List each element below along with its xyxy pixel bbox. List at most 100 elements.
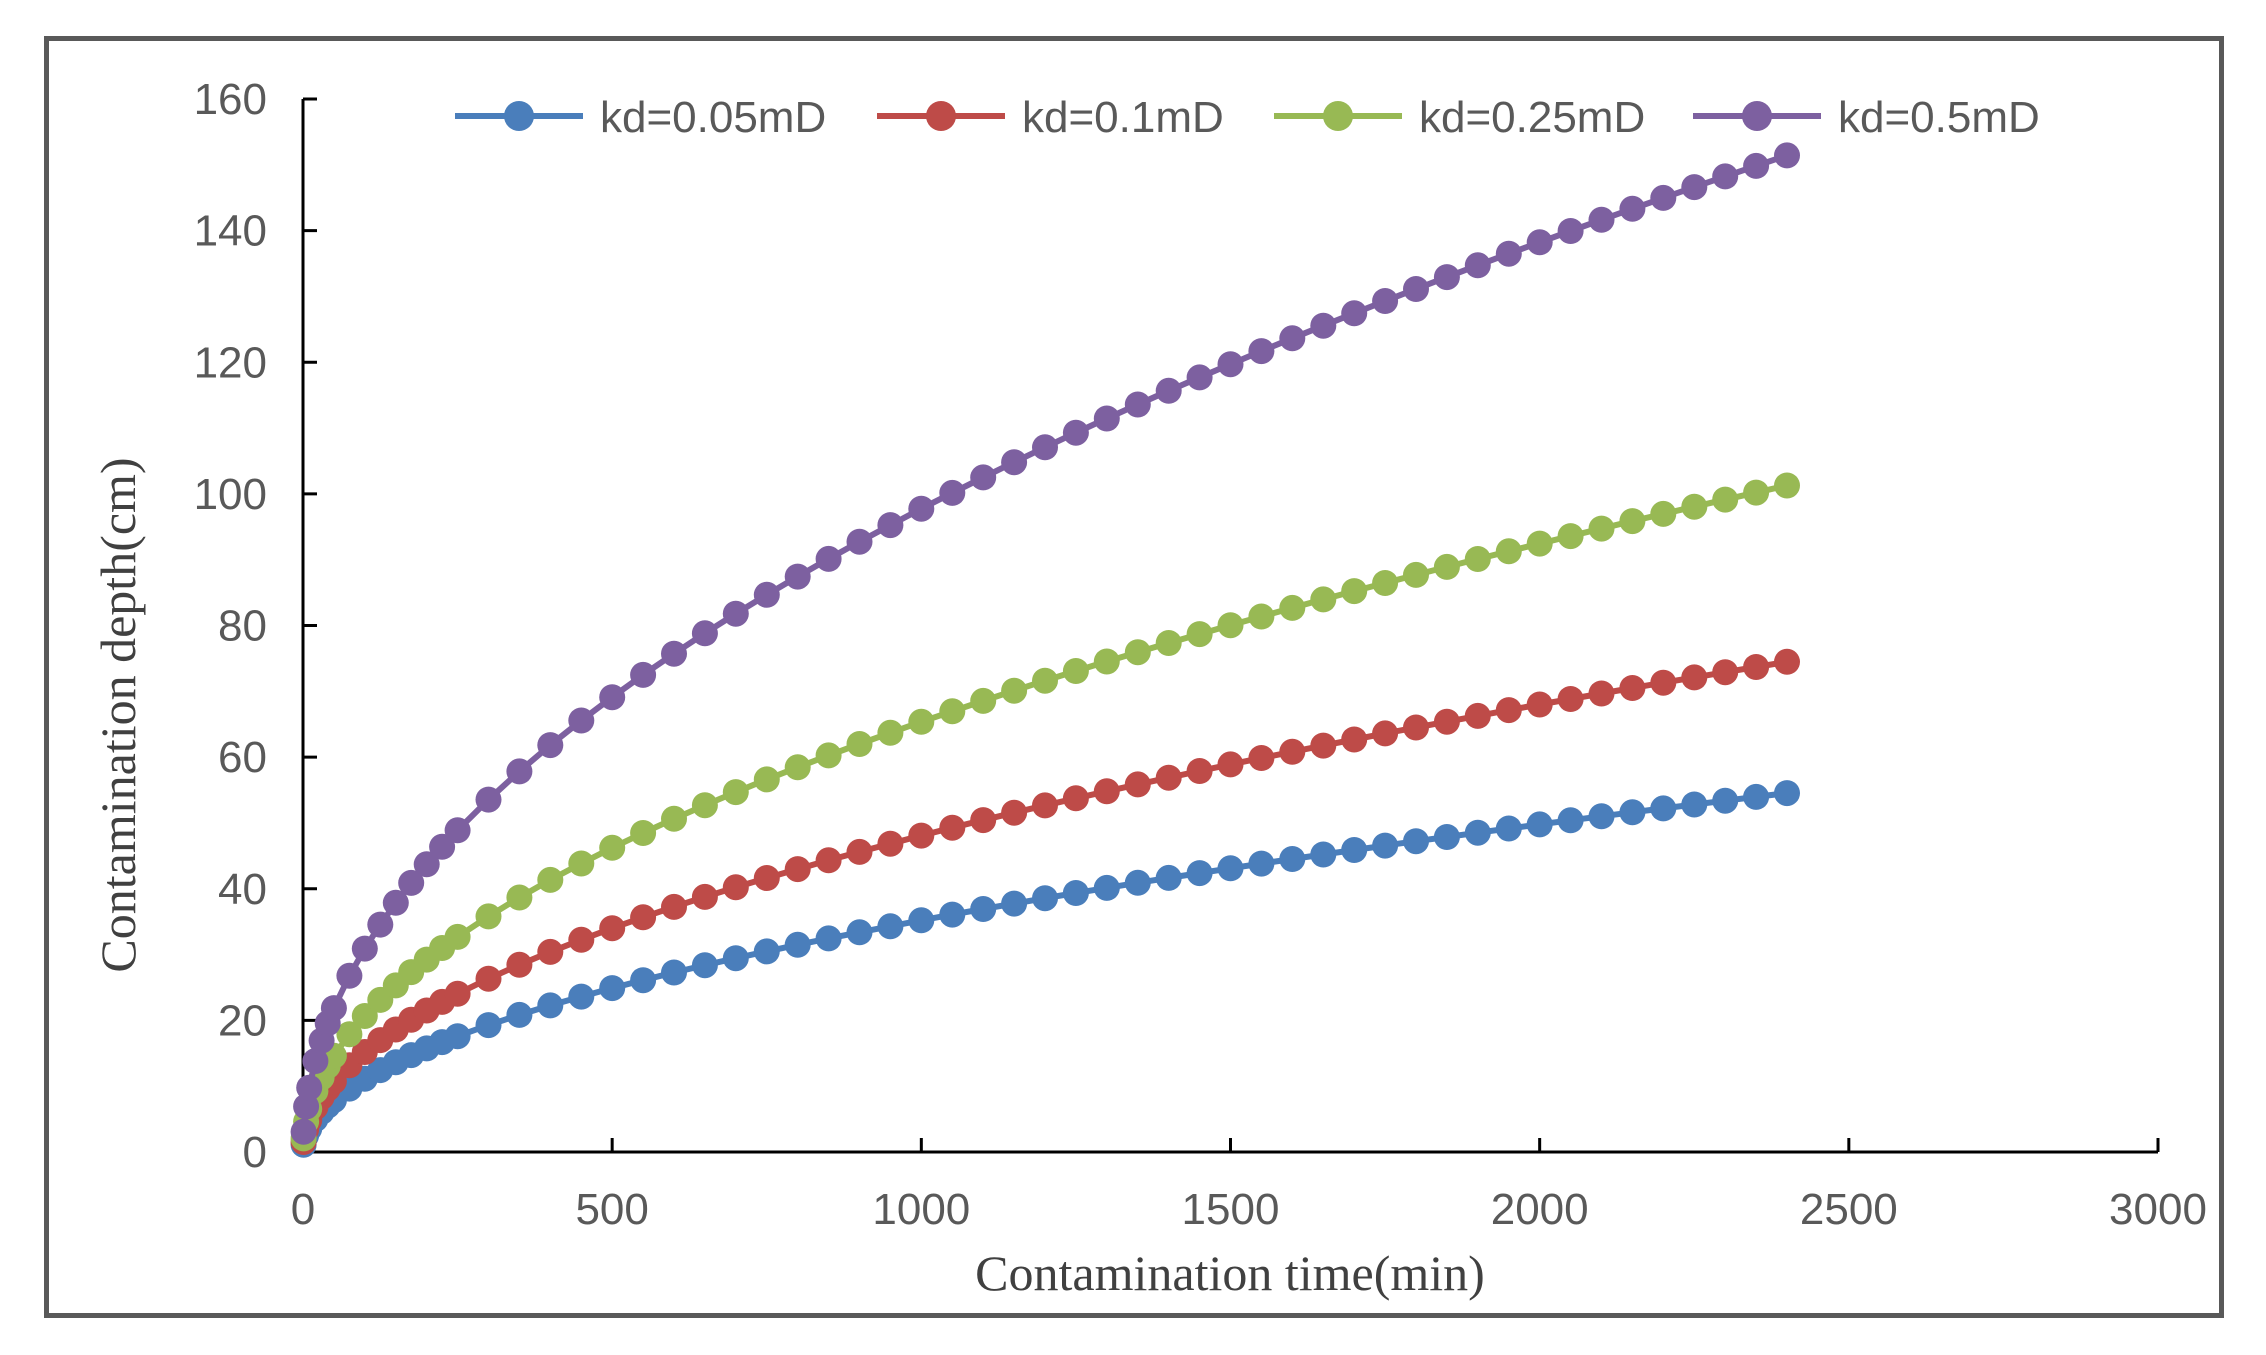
data-point [753,581,780,608]
data-point [506,1001,533,1028]
data-point [1403,276,1429,302]
data-point [398,869,425,896]
data-point [630,967,657,994]
data-point [1403,828,1429,855]
data-point [1650,669,1677,696]
data-point [661,959,687,986]
data-point [1186,758,1213,784]
data-point [1495,815,1522,842]
data-point [336,962,363,989]
data-point [475,786,502,813]
data-point [815,847,842,874]
data-point [1712,163,1739,190]
data-point [568,850,595,877]
data-point [753,766,780,793]
data-point [1712,787,1739,814]
data-point [1464,819,1491,846]
x-tick-label: 500 [575,1185,648,1234]
x-tick-label: 2500 [1800,1185,1898,1234]
data-point [1464,546,1491,572]
data-point [1279,594,1306,621]
data-point [444,817,471,844]
data-point [367,911,394,938]
data-point [1526,530,1553,557]
data-point [846,838,873,865]
data-point [1433,264,1460,291]
data-point [1248,338,1275,365]
x-tick-label: 0 [291,1185,315,1234]
data-point [336,1021,363,1048]
data-point [970,807,997,834]
y-tick-label: 80 [218,602,267,651]
data-point [939,901,966,928]
data-point [1774,648,1800,675]
data-point [1186,621,1213,648]
data-point [1062,785,1089,812]
data-point [382,889,409,916]
data-point [691,952,718,979]
data-point [1248,603,1275,630]
data-point [1557,218,1584,244]
data-point [1743,479,1770,506]
legend-item-4: kd=0.5mD [1693,93,2040,142]
data-point [784,563,811,590]
data-point [1093,778,1120,805]
data-point [1217,751,1244,778]
data-point [1341,300,1368,327]
data-point [351,935,378,962]
series-4 [290,142,1800,1145]
data-point [1310,841,1337,868]
data-point [1495,240,1522,267]
data-point [1217,612,1244,639]
data-point [784,754,811,781]
data-point [877,719,904,746]
data-point [722,945,749,972]
data-point [568,926,595,953]
legend-label: kd=0.1mD [1022,93,1224,142]
data-point [475,903,502,930]
legend-swatch-marker [504,101,534,131]
data-point [1001,449,1028,476]
data-point [599,915,626,942]
data-point [1372,288,1399,314]
data-point [661,640,687,667]
legend-item-2: kd=0.1mD [877,93,1224,142]
data-point [1403,714,1429,741]
data-point [1310,586,1337,613]
data-point [506,884,533,911]
data-point [1186,364,1213,391]
data-point [1001,799,1028,826]
data-point [1403,561,1429,588]
data-point [1681,791,1708,818]
data-point [1062,658,1089,684]
y-tick-label: 60 [218,733,267,782]
series-1 [290,780,1800,1158]
data-point [877,913,904,940]
data-point [1248,850,1275,877]
data-point [970,687,997,714]
data-point [784,931,811,958]
data-point [1124,639,1151,666]
data-point [1186,860,1213,887]
data-point [506,951,533,978]
data-point [630,904,657,931]
data-point [722,874,749,901]
data-point [1372,720,1399,747]
data-point [1217,351,1244,378]
data-point [1681,493,1708,520]
data-point [1032,667,1058,694]
data-point [1155,630,1182,656]
data-point [1526,811,1553,838]
data-point [537,866,564,893]
legend-item-3: kd=0.25mD [1274,93,1645,142]
data-point [1279,325,1306,352]
x-tick-label: 3000 [2109,1185,2207,1234]
data-point [1155,764,1182,791]
data-point [1650,795,1677,822]
data-point [1557,807,1584,834]
data-point [506,758,533,785]
data-point [970,464,997,491]
data-point [1093,874,1120,901]
data-point [537,992,564,1019]
axes: 0 20 40 60 80 100 120 140 160 0 500 1000 1500 2000 250… [194,75,2207,1234]
